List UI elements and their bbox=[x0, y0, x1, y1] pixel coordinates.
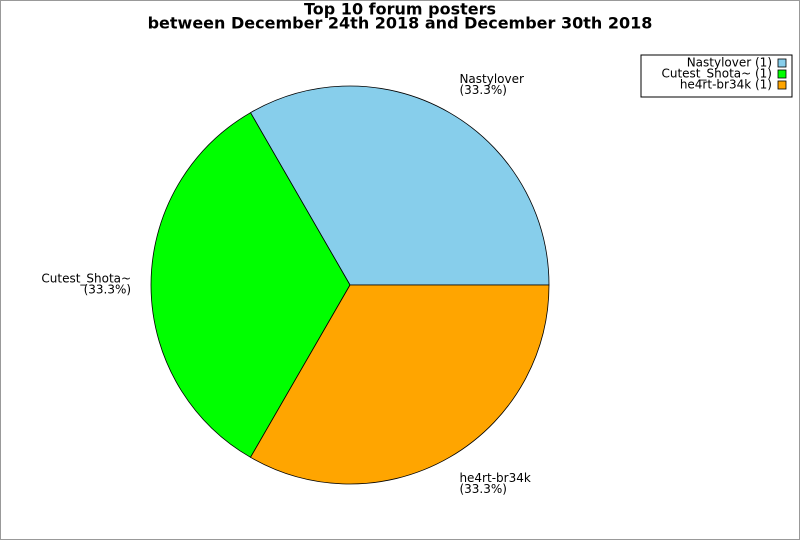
chart-title: Top 10 forum posters bbox=[304, 0, 496, 19]
pie-slice bbox=[249, 85, 550, 286]
chart-subtitle: between December 24th 2018 and December … bbox=[148, 14, 653, 33]
legend-swatch bbox=[777, 58, 787, 68]
slice-percent: (33.3%) bbox=[459, 482, 506, 496]
legend-swatch bbox=[777, 69, 787, 79]
slice-percent: (33.3%) bbox=[84, 283, 131, 297]
legend-label: he4rt-br34k (1) bbox=[680, 78, 772, 92]
legend-swatch bbox=[777, 80, 787, 90]
legend-label: Nastylover (1) bbox=[687, 56, 772, 70]
pie-slice bbox=[249, 284, 550, 485]
slice-label: Nastylover bbox=[459, 72, 524, 86]
legend-label: Cutest_Shota~ (1) bbox=[661, 67, 772, 81]
slice-label: he4rt-br34k bbox=[459, 471, 530, 485]
slice-percent: (33.3%) bbox=[459, 83, 506, 97]
pie-slice bbox=[150, 112, 351, 458]
legend-box bbox=[640, 54, 793, 98]
slice-label: Cutest_Shota~ bbox=[41, 272, 131, 286]
